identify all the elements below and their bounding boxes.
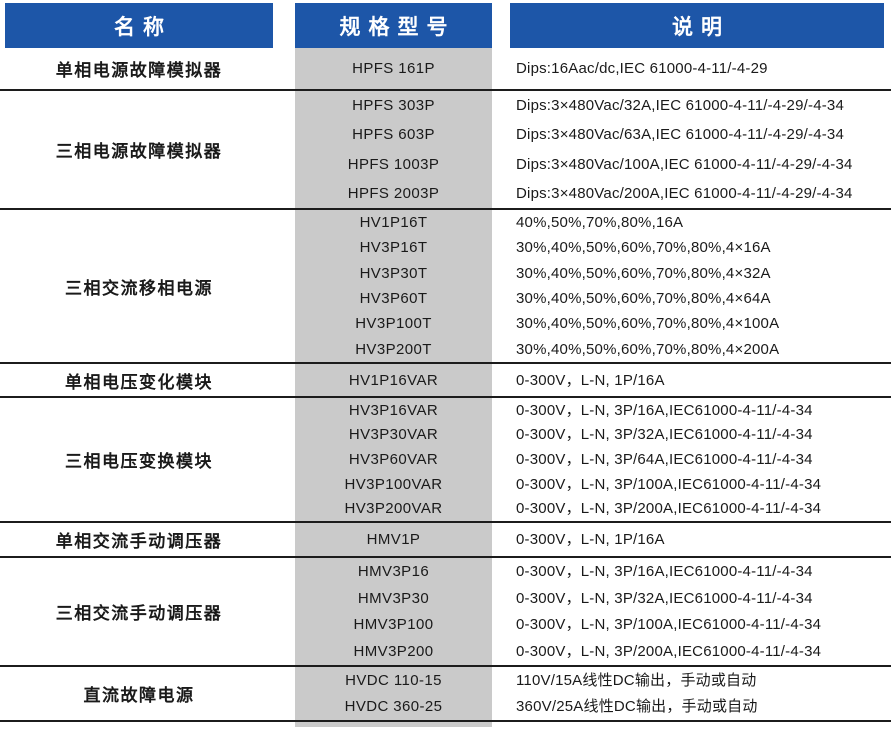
model-number: HMV3P30: [357, 589, 430, 607]
product-name: 直流故障电源: [83, 686, 195, 705]
table-group-row: 单相电压变化模块 HV1P16VAR 0-300V，L-N, 1P/16A: [0, 364, 891, 398]
footer-description-cell: [510, 722, 884, 727]
product-name: 单相交流手动调压器: [55, 532, 223, 551]
model-number: HVDC 110-15: [345, 671, 442, 689]
spec-description: 30%,40%,50%,60%,70%,80%,4×100A: [516, 315, 780, 333]
description-list: 110V/15A线性DC输出，手动或自动 360V/25A线性DC输出，手动或自动: [510, 667, 884, 720]
model-number: HV3P16T: [359, 239, 428, 257]
spec-description: 30%,40%,50%,60%,70%,80%,4×32A: [516, 264, 771, 282]
description-list: 0-300V，L-N, 1P/16A: [510, 523, 884, 556]
spec-description: 30%,40%,50%,60%,70%,80%,4×200A: [516, 340, 780, 358]
model-number: HV3P200T: [355, 340, 432, 358]
model-number: HV1P16T: [359, 214, 428, 232]
footer-name-cell: [5, 722, 273, 727]
product-name: 单相电源故障模拟器: [55, 61, 223, 80]
spec-description: 30%,40%,50%,60%,70%,80%,4×16A: [516, 239, 771, 257]
spec-description: 0-300V，L-N, 3P/200A,IEC61000-4-11/-4-34: [516, 500, 822, 518]
model-number: HV3P200VAR: [344, 500, 443, 518]
model-number: HPFS 303P: [352, 97, 435, 115]
spec-description: 0-300V，L-N, 1P/16A: [516, 531, 665, 548]
table-footer: [0, 722, 891, 727]
model-list: HMV3P16 HMV3P30 HMV3P100 HMV3P200: [295, 558, 492, 665]
spec-description: Dips:3×480Vac/200A,IEC 61000-4-11/-4-29/…: [516, 184, 853, 202]
description-list: 0-300V，L-N, 1P/16A: [510, 364, 884, 396]
table-group-row: 三相交流手动调压器 HMV3P16 HMV3P30 HMV3P100 HMV3P200 0…: [0, 558, 891, 667]
model-number: HMV3P100: [353, 616, 434, 634]
model-number: HV3P100T: [355, 315, 432, 333]
table-group-row: 单相电源故障模拟器 HPFS 161P Dips:16Aac/dc,IEC 6100…: [0, 48, 891, 91]
table-group-row: 三相电源故障模拟器 HPFS 303P HPFS 603P HPFS 1003P HPF…: [0, 91, 891, 210]
spec-description: 0-300V，L-N, 3P/32A,IEC61000-4-11/-4-34: [516, 589, 813, 607]
spec-description: 360V/25A线性DC输出，手动或自动: [516, 698, 758, 716]
model-number: HV3P30T: [359, 264, 428, 282]
model-list: HV1P16T HV3P16T HV3P30T HV3P60T HV3P100T HV3P…: [295, 210, 492, 362]
model-number: HV3P30VAR: [348, 426, 439, 444]
description-list: Dips:3×480Vac/32A,IEC 61000-4-11/-4-29/-…: [510, 91, 884, 208]
spec-description: 0-300V，L-N, 3P/32A,IEC61000-4-11/-4-34: [516, 426, 813, 444]
model-number: HPFS 603P: [352, 126, 435, 144]
description-list: 0-300V，L-N, 3P/16A,IEC61000-4-11/-4-34 0-…: [510, 558, 884, 665]
model-list: HPFS 161P: [295, 48, 492, 89]
product-name: 三相交流移相电源: [65, 278, 213, 298]
spec-description: 0-300V，L-N, 3P/16A,IEC61000-4-11/-4-34: [516, 562, 813, 580]
model-list: HPFS 303P HPFS 603P HPFS 1003P HPFS 2003P: [295, 91, 492, 208]
spec-description: 0-300V，L-N, 3P/100A,IEC61000-4-11/-4-34: [516, 616, 822, 634]
model-number: HMV3P200: [353, 643, 434, 661]
header-description-column: 说明: [510, 3, 884, 48]
table-group-row: 直流故障电源 HVDC 110-15 HVDC 360-25 110V/15A线性DC…: [0, 667, 891, 722]
product-spec-table: 名称 规格型号 说明 单相电源故障模拟器 HPFS 161P Dips:16Aac/…: [0, 3, 891, 727]
model-number: HV3P100VAR: [344, 475, 443, 493]
model-number: HPFS 2003P: [347, 184, 440, 202]
spec-description: 0-300V，L-N, 3P/200A,IEC61000-4-11/-4-34: [516, 643, 822, 661]
spec-description: 30%,40%,50%,60%,70%,80%,4×64A: [516, 290, 771, 308]
table-header: 名称 规格型号 说明: [0, 3, 891, 48]
spec-description: Dips:3×480Vac/63A,IEC 61000-4-11/-4-29/-…: [516, 126, 845, 144]
model-number: HV3P60VAR: [348, 450, 439, 468]
spec-description: 0-300V，L-N, 3P/16A,IEC61000-4-11/-4-34: [516, 401, 813, 419]
model-number: HV1P16VAR: [348, 371, 439, 389]
spec-description: 0-300V，L-N, 3P/64A,IEC61000-4-11/-4-34: [516, 450, 813, 468]
product-name: 单相电压变化模块: [65, 372, 213, 392]
description-list: 0-300V，L-N, 3P/16A,IEC61000-4-11/-4-34 0-…: [510, 398, 884, 521]
footer-model-cell: [295, 722, 492, 727]
description-list: 40%,50%,70%,80%,16A 30%,40%,50%,60%,70%,8…: [510, 210, 884, 362]
product-name: 三相电压变换模块: [65, 452, 213, 471]
spec-description: Dips:3×480Vac/100A,IEC 61000-4-11/-4-29/…: [516, 155, 853, 173]
model-number: HVDC 360-25: [344, 698, 443, 716]
model-list: HMV1P: [295, 523, 492, 556]
table-group-row: 三相电压变换模块 HV3P16VAR HV3P30VAR HV3P60VAR HV3P1…: [0, 398, 891, 523]
description-list: Dips:16Aac/dc,IEC 61000-4-11/-4-29: [510, 48, 884, 89]
model-list: HV1P16VAR: [295, 364, 492, 396]
model-number: HMV1P: [366, 531, 421, 548]
header-model-column: 规格型号: [295, 3, 492, 48]
spec-description: 0-300V，L-N, 3P/100A,IEC61000-4-11/-4-34: [516, 475, 822, 493]
spec-description: 110V/15A线性DC输出，手动或自动: [516, 671, 757, 689]
model-list: HVDC 110-15 HVDC 360-25: [295, 667, 492, 720]
table-group-row: 单相交流手动调压器 HMV1P 0-300V，L-N, 1P/16A: [0, 523, 891, 558]
model-number: HV3P60T: [359, 290, 428, 308]
table-body: 单相电源故障模拟器 HPFS 161P Dips:16Aac/dc,IEC 6100…: [0, 48, 891, 722]
model-number: HPFS 1003P: [347, 155, 440, 173]
table-group-row: 三相交流移相电源 HV1P16T HV3P16T HV3P30T HV3P60T HV3P…: [0, 210, 891, 364]
model-list: HV3P16VAR HV3P30VAR HV3P60VAR HV3P100VAR HV3…: [295, 398, 492, 521]
header-name-column: 名称: [5, 3, 273, 48]
model-number: HPFS 161P: [352, 60, 435, 77]
product-name: 三相电源故障模拟器: [55, 142, 223, 161]
model-number: HMV3P16: [357, 562, 430, 580]
model-number: HV3P16VAR: [348, 401, 439, 419]
spec-description: 40%,50%,70%,80%,16A: [516, 214, 684, 232]
spec-description: Dips:3×480Vac/32A,IEC 61000-4-11/-4-29/-…: [516, 97, 845, 115]
product-name: 三相交流手动调压器: [55, 604, 223, 623]
spec-description: 0-300V，L-N, 1P/16A: [516, 371, 665, 389]
spec-description: Dips:16Aac/dc,IEC 61000-4-11/-4-29: [516, 60, 768, 77]
